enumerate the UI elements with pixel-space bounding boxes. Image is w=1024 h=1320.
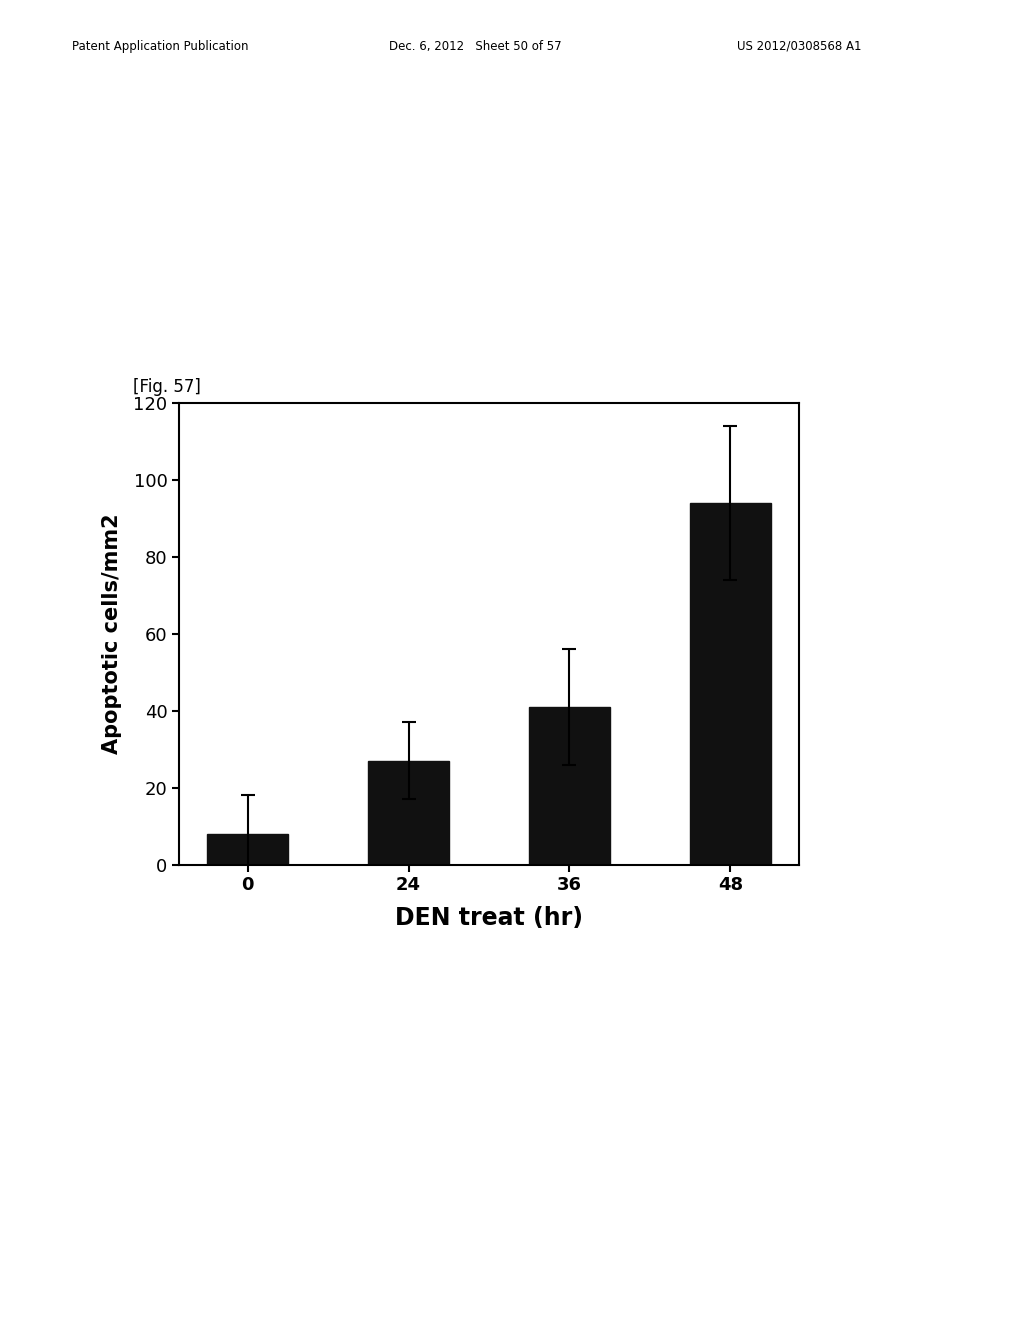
Bar bbox=[369, 760, 449, 865]
Text: US 2012/0308568 A1: US 2012/0308568 A1 bbox=[737, 40, 862, 53]
Bar bbox=[690, 503, 771, 865]
Y-axis label: Apoptotic cells/mm2: Apoptotic cells/mm2 bbox=[102, 513, 122, 754]
Bar bbox=[529, 706, 609, 865]
Text: [Fig. 57]: [Fig. 57] bbox=[133, 378, 201, 396]
Bar bbox=[207, 834, 288, 865]
Text: Patent Application Publication: Patent Application Publication bbox=[72, 40, 248, 53]
Text: Dec. 6, 2012   Sheet 50 of 57: Dec. 6, 2012 Sheet 50 of 57 bbox=[389, 40, 562, 53]
X-axis label: DEN treat (hr): DEN treat (hr) bbox=[395, 906, 583, 929]
